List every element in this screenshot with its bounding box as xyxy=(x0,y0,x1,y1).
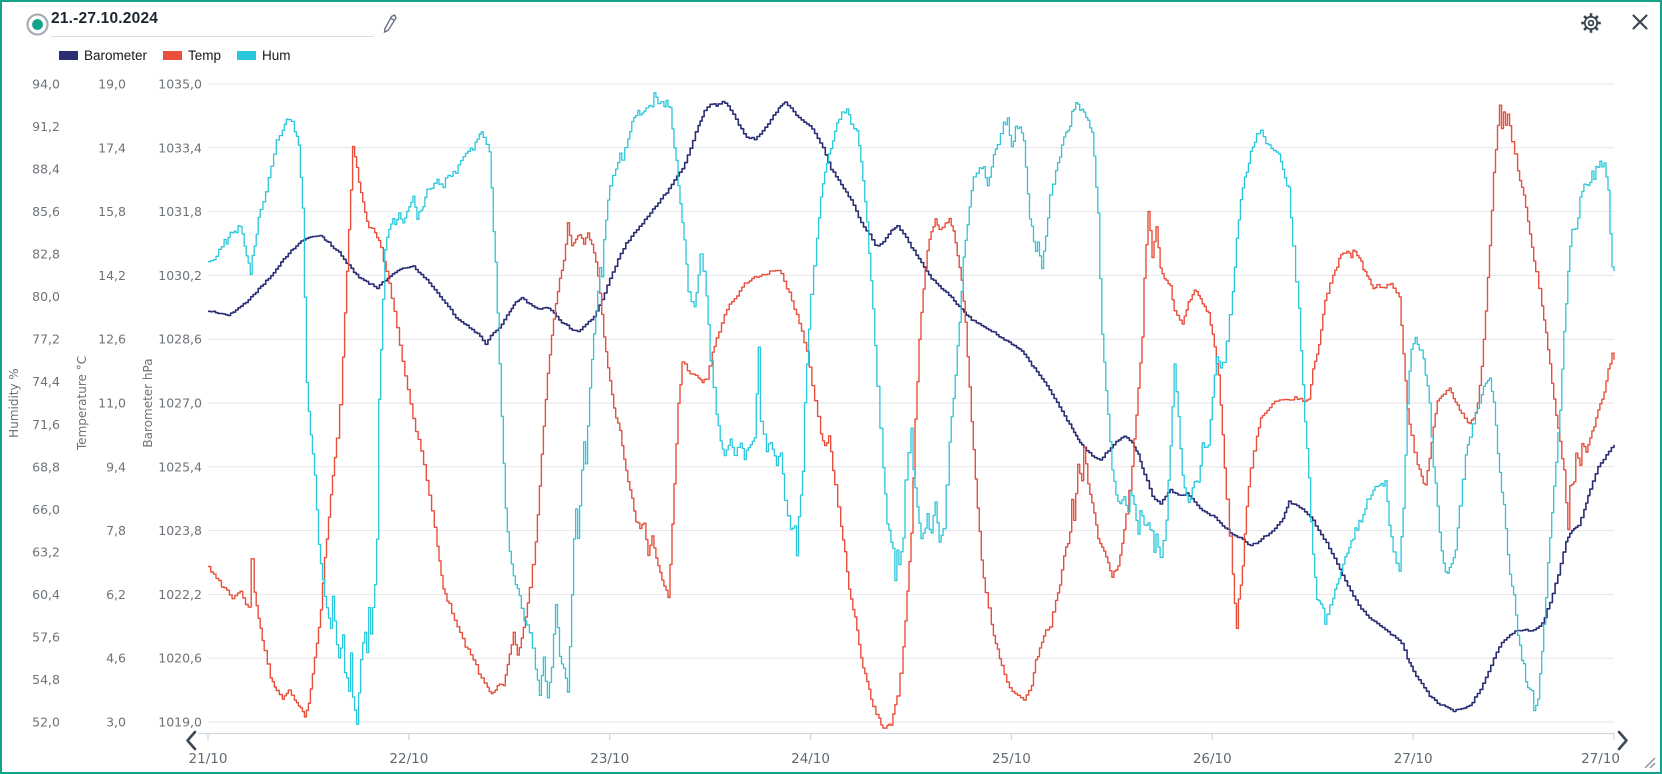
y-tick-label-humidity: 94,0 xyxy=(32,77,60,92)
y-tick-label-temperature: 6,2 xyxy=(106,587,126,602)
temp-swatch-icon xyxy=(163,51,183,60)
y-tick-label-humidity: 74,4 xyxy=(32,374,60,389)
y-tick-label-humidity: 77,2 xyxy=(32,332,60,347)
hum-swatch-icon xyxy=(237,51,257,60)
series-line-barometer xyxy=(208,100,1615,713)
y-tick-label-temperature: 17,4 xyxy=(98,140,126,155)
axis-title-barometer: Barometer hPa xyxy=(141,358,155,447)
y-tick-label-barometer: 1031,8 xyxy=(158,204,202,219)
axis-title-humidity: Humidity % xyxy=(7,368,21,438)
y-tick-label-humidity: 54,8 xyxy=(32,672,60,687)
chart-plot-area[interactable] xyxy=(208,84,1614,722)
pan-prev-chevron-icon[interactable] xyxy=(186,730,197,751)
series-line-temp xyxy=(208,104,1615,729)
y-tick-label-barometer: 1028,6 xyxy=(158,332,202,347)
series-line-hum xyxy=(208,92,1615,726)
legend-item-temp[interactable]: Temp xyxy=(163,48,221,63)
y-tick-label-humidity: 82,8 xyxy=(32,247,60,262)
x-tick-label: 21/10 xyxy=(189,751,228,767)
x-tick-label: 25/10 xyxy=(992,751,1031,767)
y-tick-label-temperature: 12,6 xyxy=(98,332,126,347)
y-tick-label-barometer: 1019,0 xyxy=(158,715,202,730)
y-tick-label-barometer: 1027,0 xyxy=(158,396,202,411)
close-icon[interactable] xyxy=(1631,13,1649,36)
x-tick-label: 22/10 xyxy=(389,751,428,767)
x-tick-label: 27/10 xyxy=(1581,751,1620,767)
pan-next-chevron-icon[interactable] xyxy=(1617,730,1628,751)
y-tick-label-humidity: 52,0 xyxy=(32,715,60,730)
y-tick-label-temperature: 19,0 xyxy=(98,77,126,92)
y-tick-label-temperature: 3,0 xyxy=(106,715,126,730)
y-tick-label-barometer: 1022,2 xyxy=(158,587,202,602)
y-tick-label-temperature: 9,4 xyxy=(106,459,126,474)
axis-title-temperature: Temperature °C xyxy=(75,356,89,451)
resize-handle-icon[interactable] xyxy=(1641,754,1656,769)
y-tick-label-temperature: 7,8 xyxy=(106,523,126,538)
y-tick-label-barometer: 1033,4 xyxy=(158,140,202,155)
y-tick-label-barometer: 1035,0 xyxy=(158,77,202,92)
y-tick-label-humidity: 57,6 xyxy=(32,629,60,644)
y-tick-label-barometer: 1025,4 xyxy=(158,459,202,474)
legend-label: Barometer xyxy=(84,48,148,63)
legend: Barometer Temp Hum xyxy=(59,48,291,63)
x-tick-label: 24/10 xyxy=(791,751,830,767)
legend-label: Hum xyxy=(262,48,291,63)
record-indicator-icon[interactable] xyxy=(25,12,50,42)
x-tick-label: 26/10 xyxy=(1193,751,1232,767)
legend-item-hum[interactable]: Hum xyxy=(237,48,291,63)
y-tick-label-barometer: 1030,2 xyxy=(158,268,202,283)
y-tick-label-humidity: 88,4 xyxy=(32,162,60,177)
y-tick-label-humidity: 71,6 xyxy=(32,417,60,432)
y-tick-label-humidity: 80,0 xyxy=(32,289,60,304)
x-tick-label: 27/10 xyxy=(1394,751,1433,767)
date-range-value: 21.-27.10.2024 xyxy=(51,10,159,27)
y-tick-label-humidity: 60,4 xyxy=(32,587,60,602)
y-tick-label-temperature: 4,6 xyxy=(106,651,126,666)
legend-label: Temp xyxy=(188,48,222,63)
y-tick-label-humidity: 66,0 xyxy=(32,502,60,517)
y-tick-label-humidity: 85,6 xyxy=(32,204,60,219)
edit-pencil-icon[interactable] xyxy=(381,14,398,38)
y-tick-label-barometer: 1023,8 xyxy=(158,523,202,538)
barometer-swatch-icon xyxy=(59,51,78,60)
y-tick-label-barometer: 1020,6 xyxy=(158,651,202,666)
y-tick-label-humidity: 68,8 xyxy=(32,459,60,474)
date-range-field[interactable]: 21.-27.10.2024 xyxy=(51,10,374,37)
y-tick-label-temperature: 14,2 xyxy=(98,268,126,283)
y-tick-label-humidity: 91,2 xyxy=(32,119,60,134)
legend-item-barometer[interactable]: Barometer xyxy=(59,48,147,63)
y-tick-label-humidity: 63,2 xyxy=(32,544,60,559)
x-tick-label: 23/10 xyxy=(590,751,629,767)
settings-gear-icon[interactable] xyxy=(1580,12,1602,39)
y-tick-label-temperature: 11,0 xyxy=(98,396,126,411)
y-tick-label-temperature: 15,8 xyxy=(98,204,126,219)
